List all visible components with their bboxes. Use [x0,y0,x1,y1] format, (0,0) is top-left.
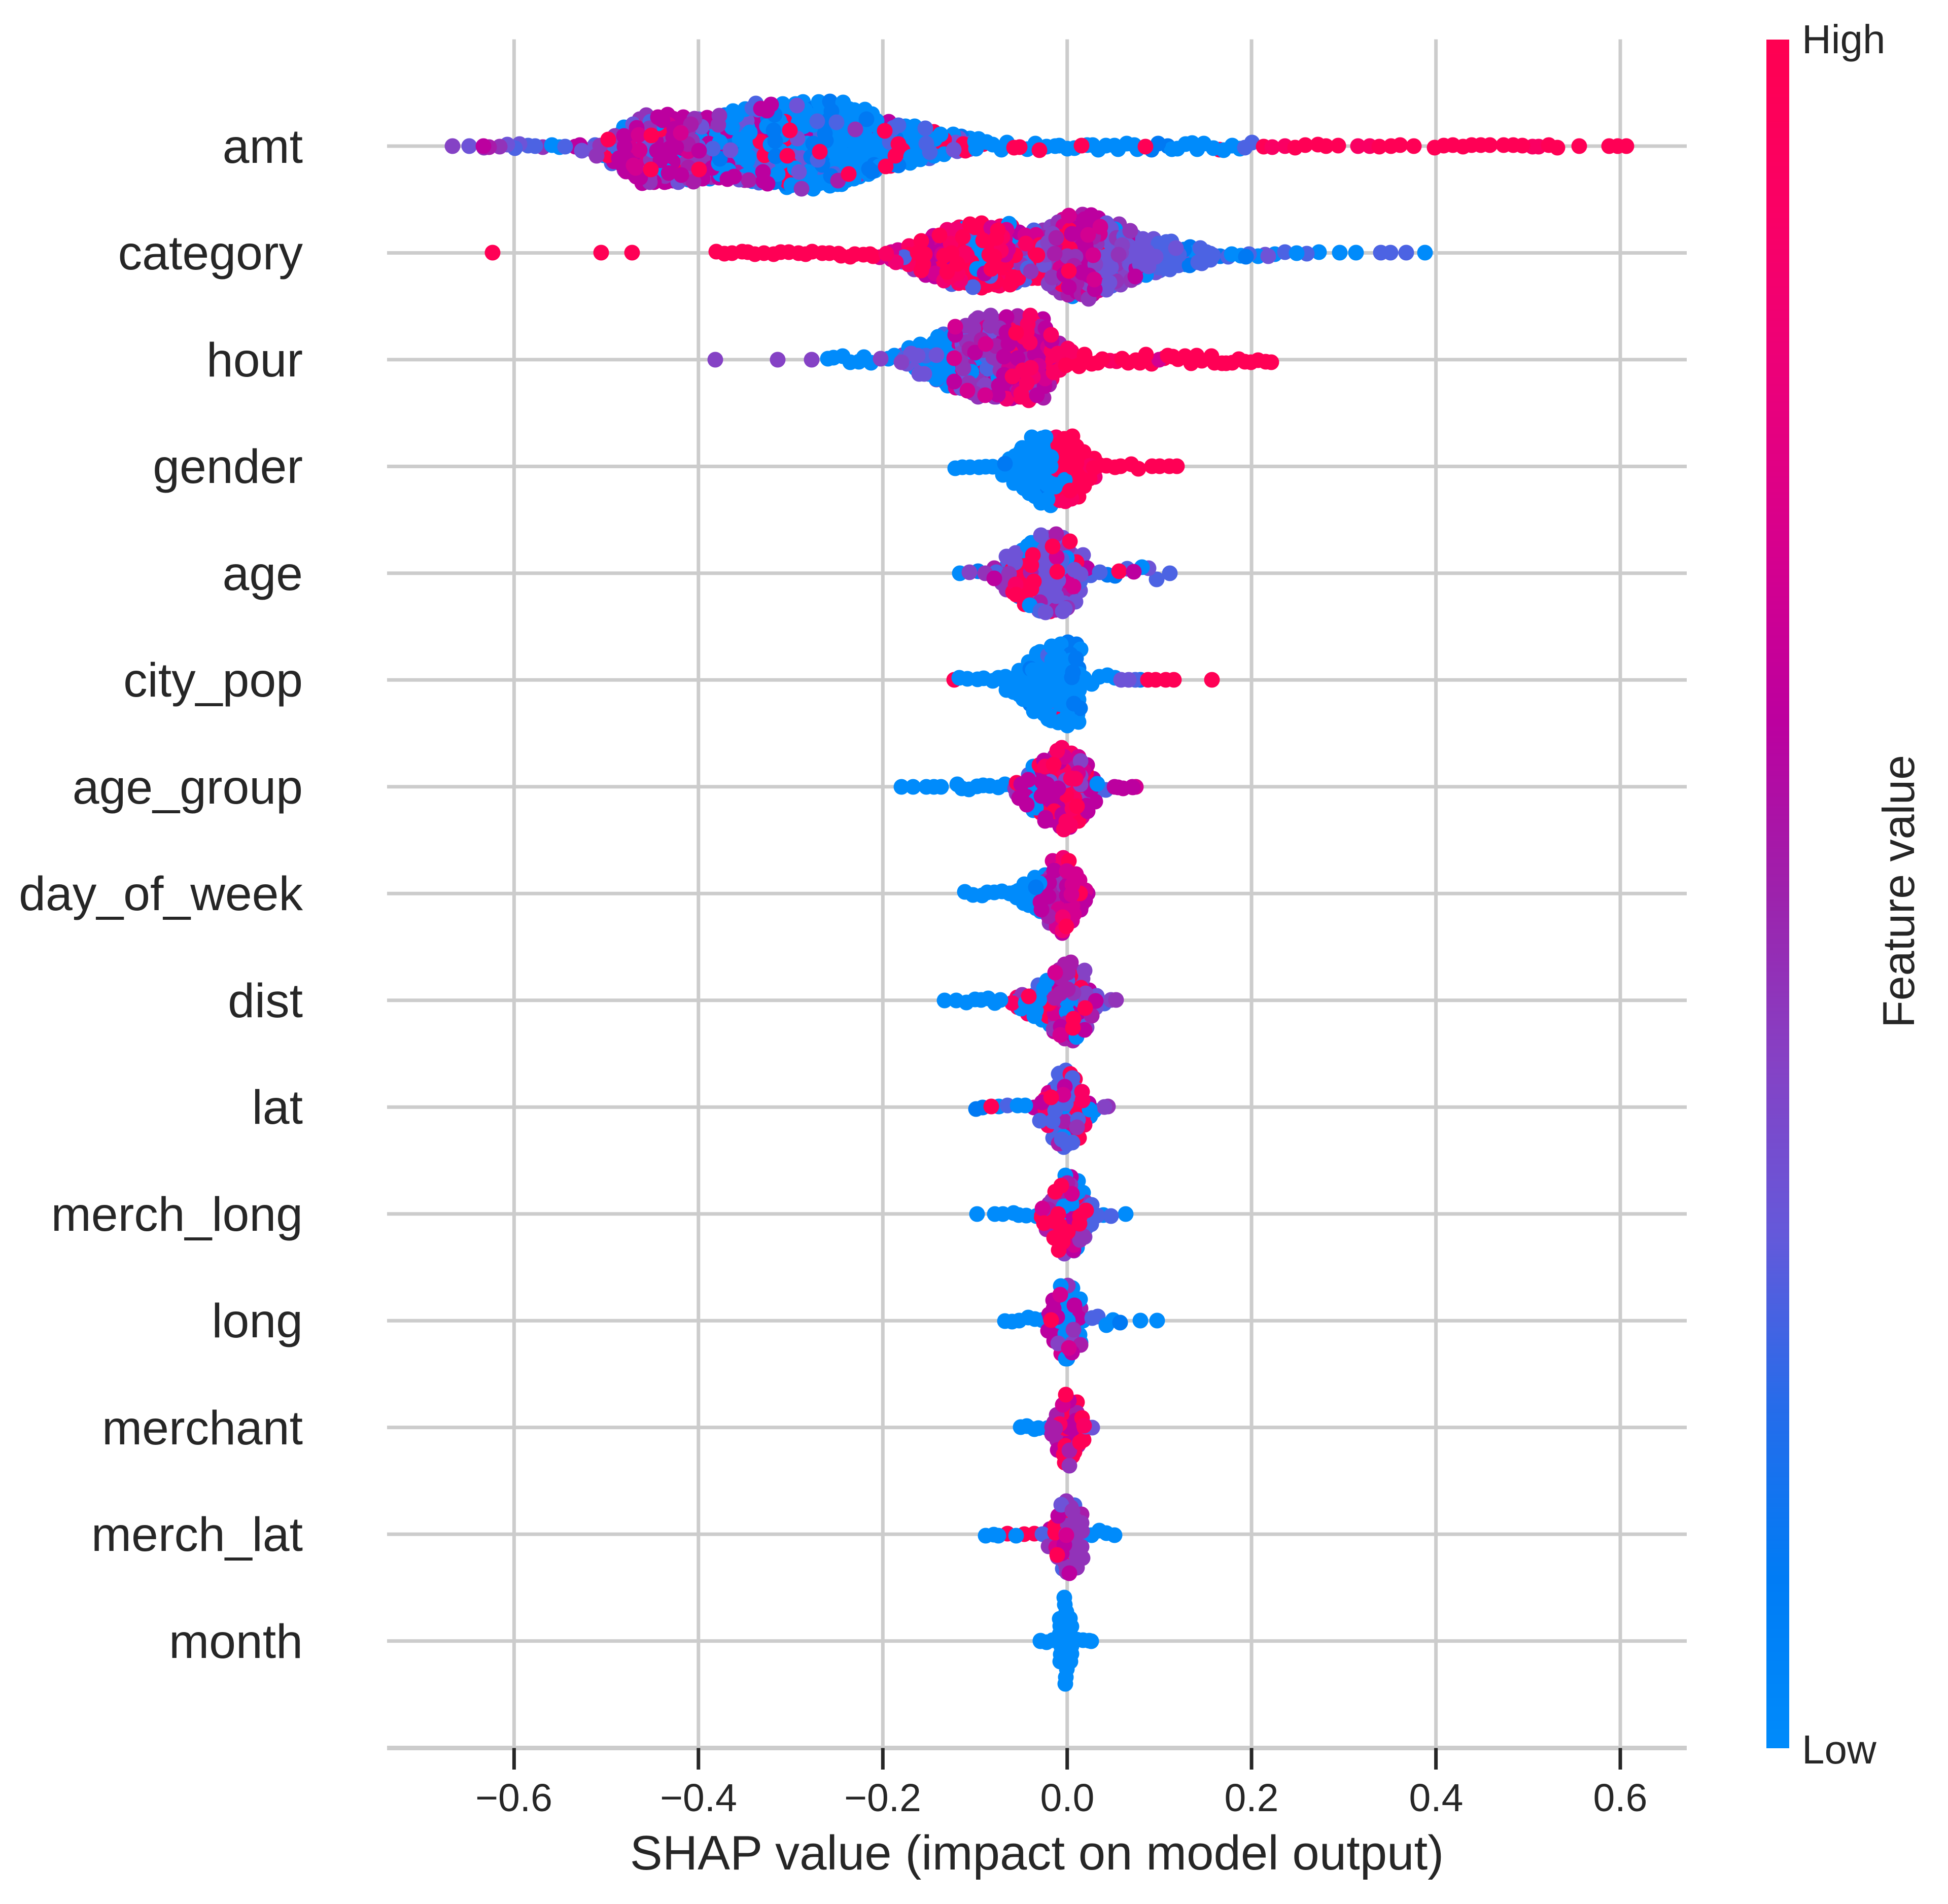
svg-text:dist: dist [228,974,303,1028]
svg-text:day_of_week: day_of_week [19,867,303,921]
svg-text:−0.6: −0.6 [475,1776,552,1820]
svg-text:lat: lat [252,1081,303,1134]
svg-text:gender: gender [153,440,303,494]
svg-text:merchant: merchant [102,1401,303,1455]
svg-text:−0.2: −0.2 [844,1776,921,1820]
svg-text:0.4: 0.4 [1409,1776,1463,1820]
svg-text:age_group: age_group [73,760,303,814]
svg-text:month: month [169,1615,303,1669]
svg-text:0.0: 0.0 [1040,1776,1094,1820]
svg-text:−0.4: −0.4 [660,1776,737,1820]
svg-text:SHAP value (impact on model ou: SHAP value (impact on model output) [630,1826,1444,1880]
svg-text:merch_lat: merch_lat [91,1508,303,1562]
svg-text:Feature value: Feature value [1873,755,1924,1028]
svg-text:merch_long: merch_long [51,1188,303,1241]
svg-text:0.6: 0.6 [1593,1776,1647,1820]
svg-text:category: category [118,226,303,280]
svg-text:age: age [222,547,303,601]
svg-text:long: long [212,1294,303,1348]
svg-text:hour: hour [206,333,303,387]
svg-text:city_pop: city_pop [123,653,303,707]
svg-text:Low: Low [1802,1727,1876,1772]
svg-text:amt: amt [223,120,303,174]
svg-text:0.2: 0.2 [1224,1776,1278,1820]
svg-text:High: High [1802,17,1886,62]
